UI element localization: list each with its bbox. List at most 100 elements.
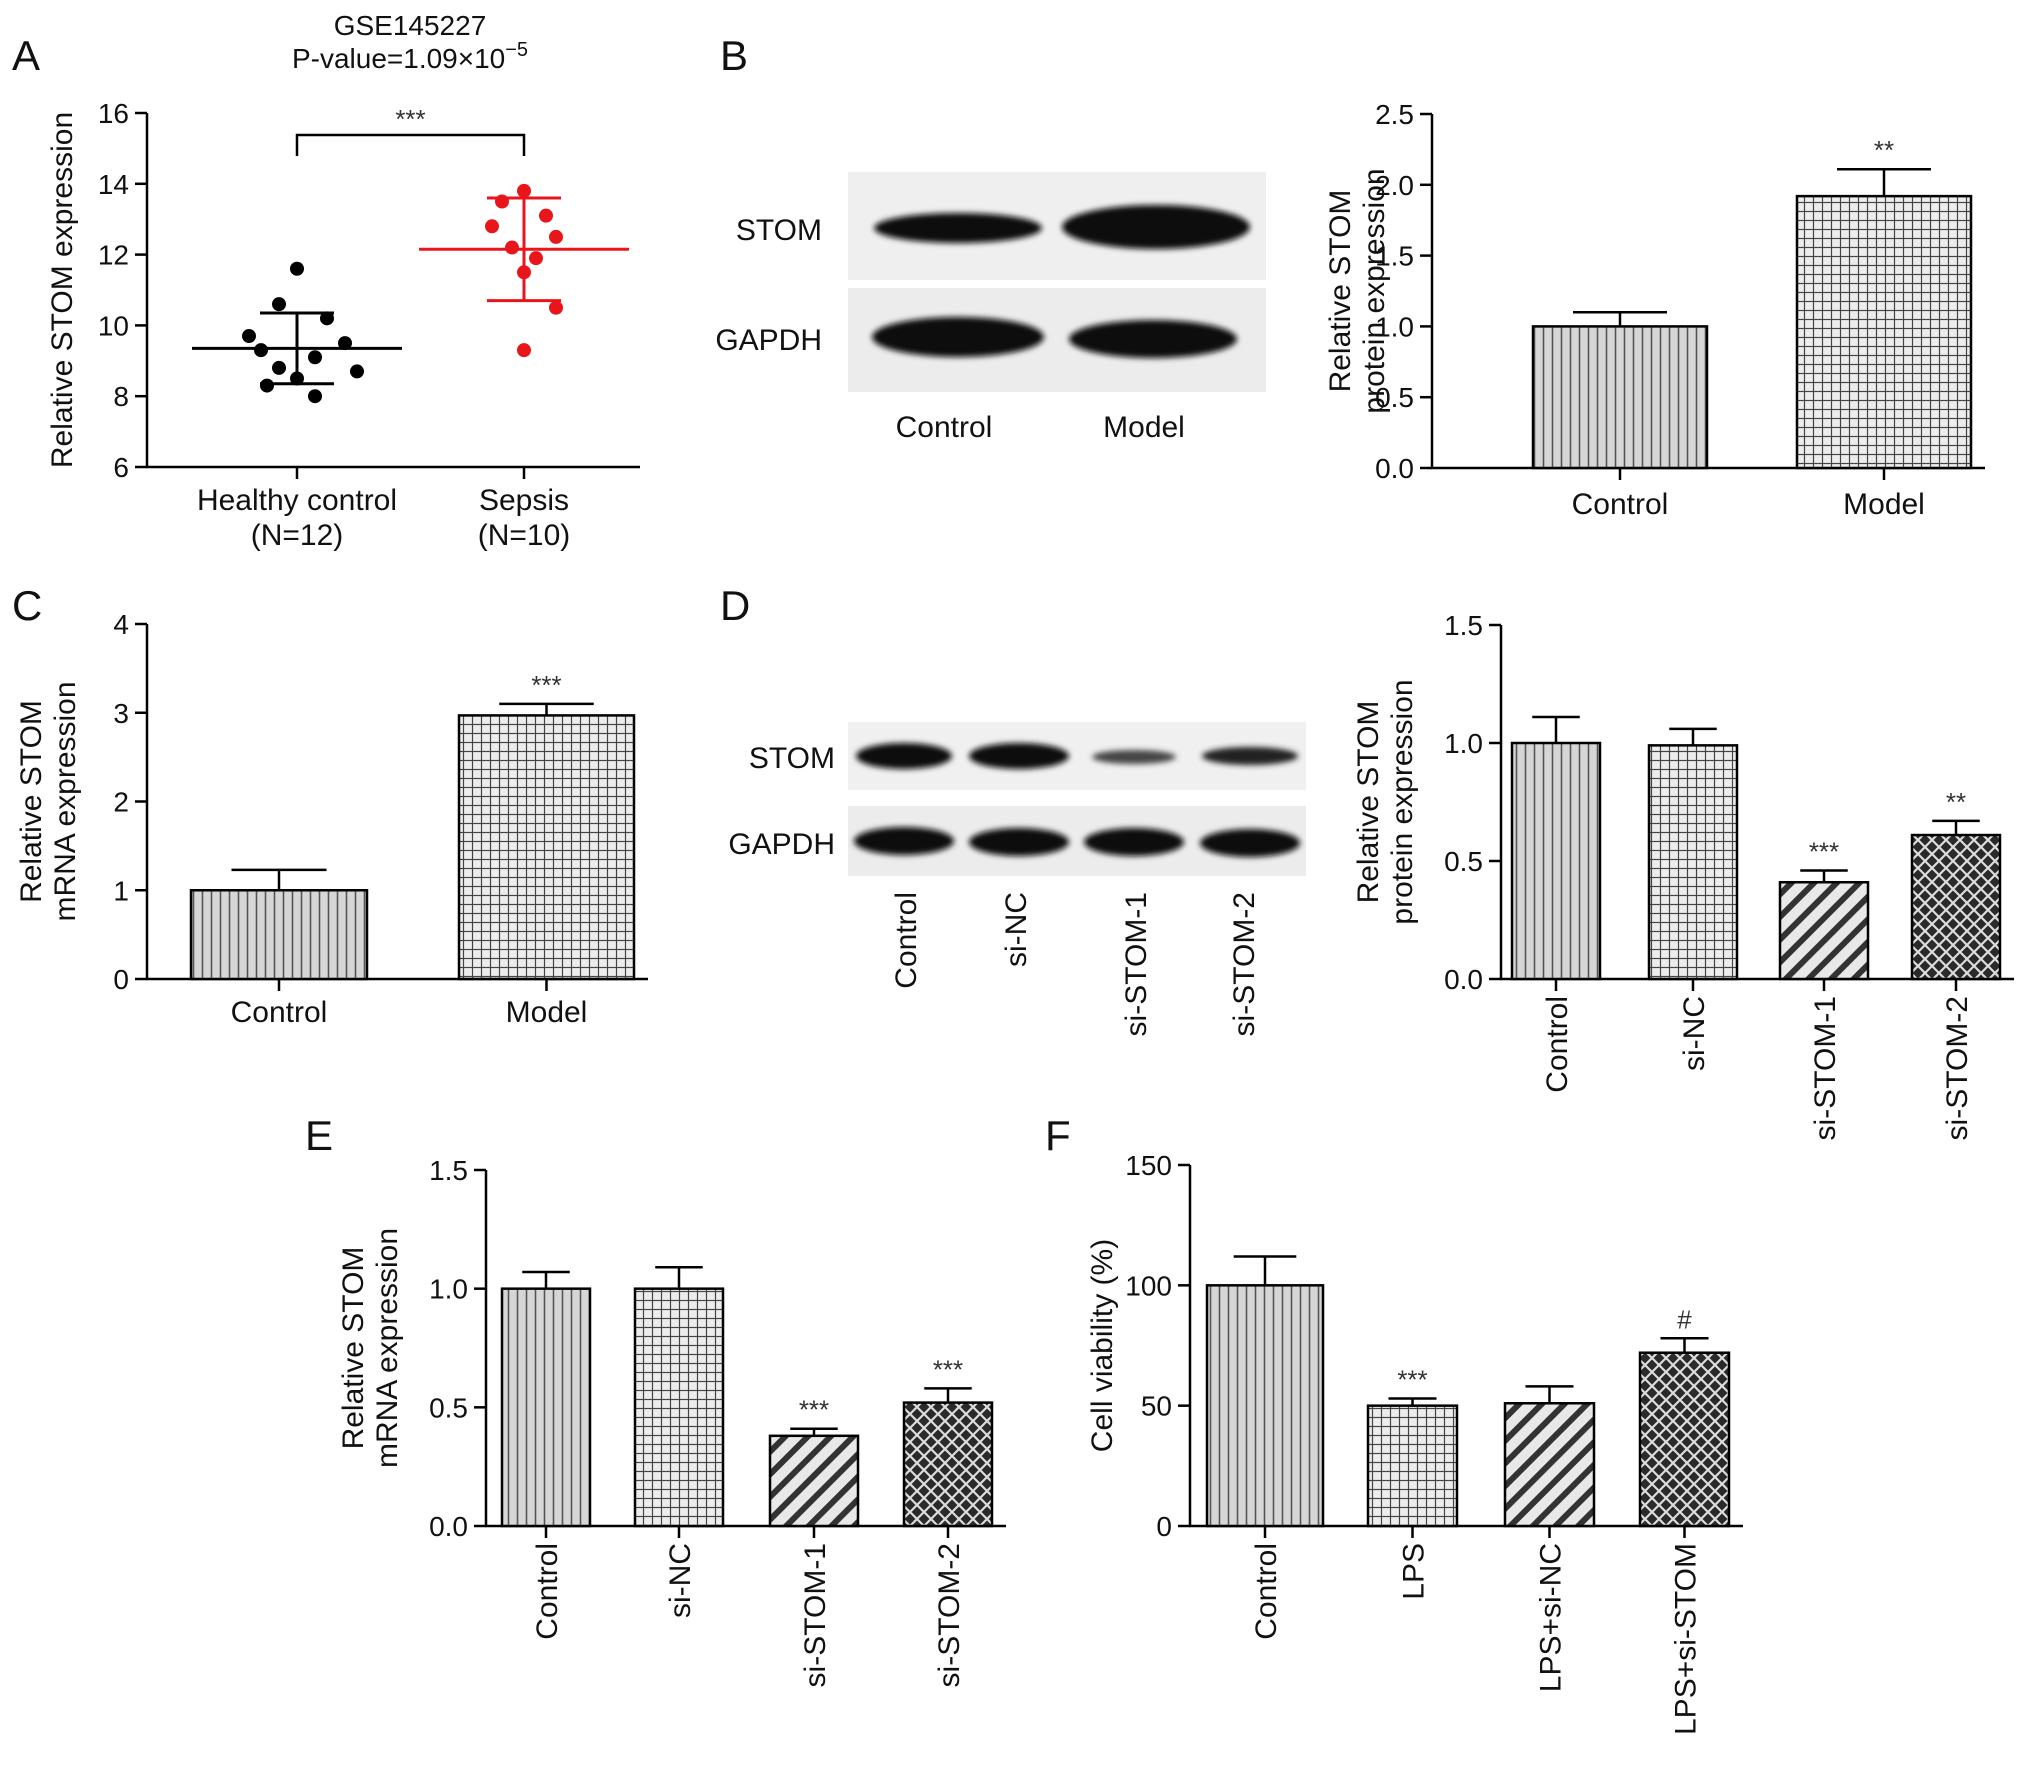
y-tick-label: 0.5 [429,1392,468,1423]
y-tick-label: 0.5 [1375,382,1414,413]
y-axis-label-line: protein expression [1386,679,1419,924]
significance-label: ** [1874,135,1894,165]
y-tick-label: 4 [113,609,129,640]
bar-lps-si-stom [1638,1351,1731,1528]
y-axis-label-line: Relative STOM [337,1247,370,1450]
x-tick-label: si-STOM-1 [1809,996,1842,1140]
significance-label: *** [395,104,425,134]
bar-control [1531,325,1709,470]
x-tick-label: Healthy control [197,484,397,517]
x-tick-label: LPS+si-NC [1535,1543,1568,1692]
x-tick-label: LPS [1398,1543,1431,1600]
bar-model [1795,194,1973,470]
significance-label: *** [1809,836,1839,866]
blot-band [969,743,1069,769]
y-tick-label: 6 [113,452,129,483]
y-axis-label-line: mRNA expression [49,681,82,921]
y-tick-label: 1.0 [429,1274,468,1305]
y-tick-label: 16 [98,98,129,129]
y-tick-label: 0 [113,964,129,995]
significance-label: *** [933,1354,963,1384]
y-axis-label-line: Relative STOM [15,700,48,903]
blot-lane-label-si-stom-1: si-STOM-1 [1120,892,1153,1036]
y-tick-label: 100 [1125,1270,1172,1301]
scatter-point [338,336,352,351]
significance-bracket [295,133,526,156]
scatter-point [517,183,531,198]
panel-letter-f: F [1045,1112,1071,1159]
blot-lane-label-control: Control [896,411,993,444]
y-axis-label-line: Relative STOM expression [46,112,79,468]
subtitle-text: P-value=1.09×10 [292,43,505,74]
scatter-point [549,300,563,315]
panel-letter-a: A [12,32,40,79]
significance-label: # [1677,1304,1692,1334]
blot-row-label-stom: STOM [736,214,822,247]
y-tick-label: 8 [113,381,129,412]
blot-band [1200,829,1300,857]
scatter-point [260,378,274,393]
bar-si-nc [633,1287,725,1528]
blot-band [854,827,954,855]
x-tick-label: si-NC [664,1543,697,1618]
x-tick-label: si-NC [1678,996,1711,1071]
chart-title: GSE145227 [334,10,487,41]
y-axis-label-line: Relative STOM [1324,190,1357,393]
blot-row-label-gapdh: GAPDH [715,324,822,357]
scatter-point [242,329,256,344]
bar-chart-d: 0.0 0.5 1.0 1.5 Control si-NC *** si-STOM-1 ** si… [1352,610,2014,1140]
blot-lane-label-si-stom-2: si-STOM-2 [1228,892,1261,1036]
significance-label: ** [1946,787,1966,817]
scatter-point [320,311,334,326]
blot-lane-label-model: Model [1103,411,1185,444]
y-tick-label: 1.5 [1375,241,1414,272]
bar-control [1510,741,1602,981]
scatter-point [485,219,499,234]
bar-chart-b: 0.0 0.5 1.0 1.5 2.0 2.5 Control ** Model Relative… [1324,99,1985,521]
scatter-point [517,343,531,358]
scatter-point [308,350,322,365]
blot-row-label-gapdh: GAPDH [728,828,835,861]
x-tick-label: LPS+si-STOM [1670,1543,1703,1735]
blot-band [1202,747,1298,765]
x-tick-label: Control [531,1543,564,1640]
significance-label: *** [531,670,561,700]
y-tick-label: 1.0 [1444,728,1483,759]
blot-band [1084,828,1184,856]
bar-model [457,714,636,981]
x-tick-label: Control [231,996,328,1029]
y-tick-label: 0.0 [1444,964,1483,995]
significance-label: *** [1397,1364,1427,1394]
y-axis-label-line: mRNA expression [371,1228,404,1468]
y-tick-label: 0.0 [1375,453,1414,484]
y-tick-label: 2.5 [1375,99,1414,130]
scatter-point [539,208,553,223]
y-tick-label: 0.5 [1444,846,1483,877]
y-axis-label-line: protein expression [1358,168,1391,413]
y-tick-label: 50 [1141,1391,1172,1422]
western-blot-d: STOM GAPDH Control si-NC si-STOM-1 si-ST… [728,722,1306,1036]
bar-si-stom-1 [1778,880,1870,981]
bar-si-stom-2 [1910,833,2002,981]
y-tick-label: 1.0 [1375,311,1414,342]
blot-band [1092,750,1176,764]
x-tick-label: si-STOM-2 [933,1543,966,1687]
scatter-point [272,297,286,312]
blot-band [872,317,1044,357]
bar-si-nc [1647,744,1739,981]
x-tick-label-n: (N=12) [251,519,344,552]
scatter-point [505,240,519,255]
panel-letter-e: E [305,1112,333,1159]
y-tick-label: 1.5 [429,1155,468,1186]
blot-band [969,828,1069,856]
y-axis-label-line: Cell viability (%) [1086,1239,1119,1452]
y-axis-label: Relative STOM expression [46,112,79,468]
panel-letter-c: C [12,582,42,629]
bar-si-stom-1 [768,1434,860,1528]
scatter-point [350,364,364,379]
x-tick-label: Control [1541,996,1574,1093]
blot-band [856,743,952,769]
y-tick-label: 3 [113,698,129,729]
y-axis-label: Relative STOMmRNA expression [15,681,82,921]
